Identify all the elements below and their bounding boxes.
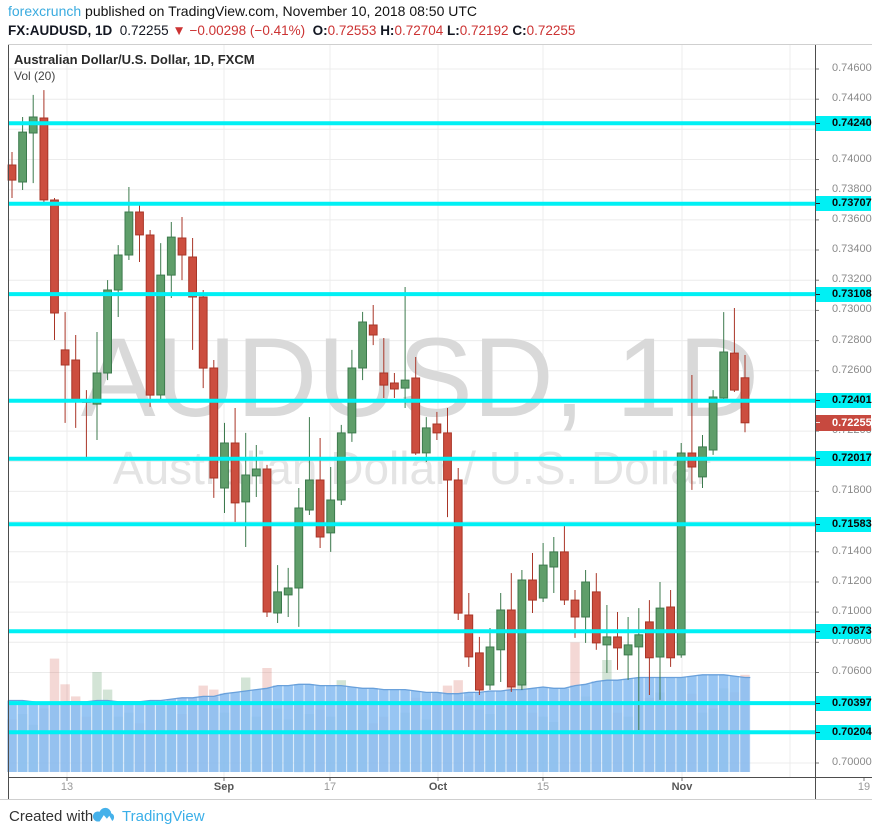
price-axis-label: 0.73400: [832, 243, 872, 256]
direction-down-icon: ▼: [172, 23, 186, 38]
open-value: 0.72553: [327, 23, 377, 38]
low-label: L:: [447, 23, 460, 38]
current-price-chip: 0.72255: [816, 414, 872, 431]
price-axis-label: 0.74400: [832, 92, 872, 105]
time-axis-label: 19: [857, 781, 871, 793]
price-level-chip: 0.72017: [816, 451, 872, 467]
chart-borders: [0, 44, 872, 800]
price-axis-label: 0.71000: [832, 605, 872, 618]
time-axis-label: 15: [536, 781, 550, 793]
chart-canvas[interactable]: AUDUSD, 1D Australian Dollar / U.S. Doll…: [0, 44, 872, 800]
price-level-chip: 0.70873: [816, 623, 872, 639]
close-value: 0.72255: [526, 23, 576, 38]
price-axis-label: 0.74600: [832, 62, 872, 74]
low-value: 0.72192: [459, 23, 509, 38]
author-link[interactable]: forexcrunch: [8, 3, 82, 19]
created-with-label: Created with: [9, 808, 94, 825]
time-axis[interactable]: 13 Sep 17 Oct 15 Nov 19: [0, 777, 872, 800]
price-axis-label: 0.71400: [832, 544, 872, 557]
price-level-chip: 0.74240: [816, 115, 872, 131]
price-level-chip: 0.72401: [816, 393, 872, 409]
price-level-chip: 0.71583: [816, 516, 872, 532]
close-label: C:: [512, 23, 527, 38]
change-value: −0.00298 (−0.41%): [189, 23, 306, 38]
publish-info: forexcrunch published on TradingView.com…: [8, 3, 477, 19]
high-value: 0.72704: [394, 23, 444, 38]
level-lines-layer: [8, 121, 815, 735]
price-level-chip: 0.70397: [816, 695, 872, 711]
tradingview-logo-icon[interactable]: [91, 806, 117, 824]
price-level-chip: 0.73108: [816, 286, 872, 302]
time-axis-label: 17: [323, 781, 337, 793]
price-axis-label: 0.71800: [832, 484, 872, 497]
chart-legend: Australian Dollar/U.S. Dollar, 1D, FXCM …: [14, 51, 255, 85]
chart-title: Australian Dollar/U.S. Dollar, 1D, FXCM: [14, 52, 255, 67]
price-axis-label: 0.73000: [832, 303, 872, 316]
time-axis-label: Oct: [428, 781, 448, 793]
price-axis-label: 0.73600: [832, 212, 872, 225]
price-axis-label: 0.70600: [832, 665, 872, 678]
volume-ma-layer: [7, 674, 751, 773]
price-level-chip: 0.70204: [816, 724, 872, 740]
high-label: H:: [380, 23, 395, 38]
price-axis-label: 0.73200: [832, 273, 872, 286]
price-axis-label: 0.73800: [832, 182, 872, 195]
price-axis-label: 0.70000: [832, 756, 872, 768]
footer-bar: Created with TradingView: [0, 800, 872, 834]
price-axis[interactable]: 0.74600 0.74400 0.74000 0.73800 0.73600 0.734…: [815, 44, 872, 777]
time-axis-label: 13: [60, 781, 74, 793]
last-price-value: 0.72255: [119, 23, 169, 38]
symbol-status-row: FX:AUDUSD, 1D 0.72255 ▼ −0.00298 (−0.41%…: [8, 23, 575, 38]
price-axis-label: 0.72800: [832, 333, 872, 346]
time-axis-label: Sep: [213, 781, 235, 793]
price-level-chip: 0.73707: [816, 196, 872, 212]
publish-text: published on TradingView.com, November 1…: [81, 3, 478, 19]
open-label: O:: [312, 23, 328, 38]
volume-indicator-label: Vol (20): [14, 69, 56, 83]
price-axis-label: 0.72600: [832, 363, 872, 376]
price-axis-label: 0.71200: [832, 574, 872, 587]
time-axis-label: Nov: [671, 781, 693, 793]
price-axis-label: 0.74000: [832, 152, 872, 165]
tradingview-brand-link[interactable]: TradingView: [122, 808, 205, 825]
symbol-label: FX:AUDUSD, 1D: [8, 23, 113, 38]
